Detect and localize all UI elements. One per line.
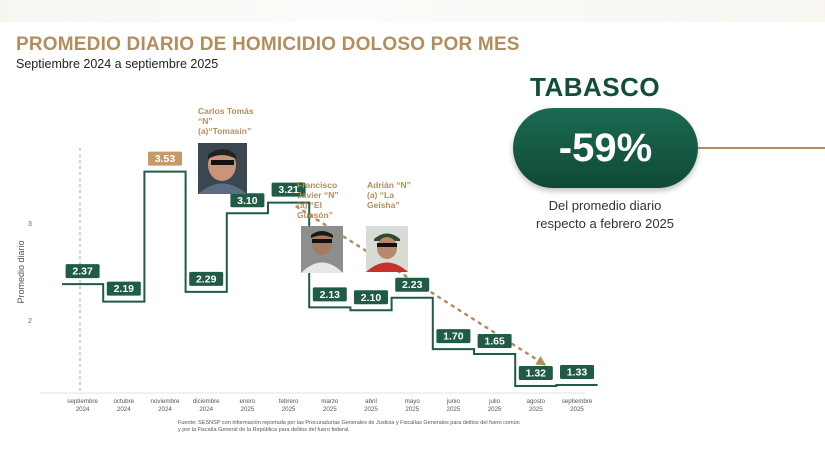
x-tick-label-month: octubre: [113, 398, 134, 405]
x-tick-label-year: 2024: [117, 406, 131, 413]
data-label: 3.21: [271, 182, 306, 197]
x-tick-label-month: agosto: [527, 398, 546, 405]
x-tick-label-year: 2024: [76, 406, 90, 413]
data-label-text: 2.23: [402, 279, 423, 291]
data-label-text: 1.70: [443, 331, 464, 343]
data-label: 1.70: [436, 329, 471, 344]
data-label: 2.19: [106, 281, 141, 296]
y-axis-label: Promedio diario: [16, 240, 26, 303]
data-label: 1.65: [477, 333, 512, 348]
y-tick-label: 3: [28, 221, 32, 228]
data-label-box: [477, 333, 512, 348]
data-label: 2.23: [395, 277, 430, 292]
data-label: 3.53: [148, 151, 182, 166]
chart-title: PROMEDIO DIARIO DE HOMICIDIO DOLOSO POR …: [16, 34, 520, 55]
x-tick-label-year: 2025: [241, 406, 255, 413]
data-label-box: [271, 182, 306, 197]
data-label-box: [436, 329, 471, 344]
x-tick-label-month: septiembre: [562, 398, 593, 405]
change-caption: Del promedio diario respecto a febrero 2…: [535, 198, 675, 231]
annotation-person-3: Adrián “N” (a) “La Geisha”: [367, 180, 411, 210]
x-tick-label-month: mayo: [405, 398, 421, 405]
data-label-text: 2.19: [114, 283, 135, 295]
x-tick-label-month: abril: [365, 398, 377, 405]
x-tick-label-year: 2025: [488, 406, 502, 413]
state-name: TABASCO: [530, 72, 661, 102]
x-tick-label-year: 2025: [447, 406, 461, 413]
data-label-text: 1.33: [567, 366, 588, 378]
data-label-text: 3.53: [155, 153, 176, 165]
data-label: 2.29: [189, 271, 224, 286]
data-label-box: [65, 264, 100, 279]
step-series-line: [62, 170, 598, 387]
data-label-box: [518, 365, 553, 380]
data-label-text: 2.10: [361, 292, 382, 304]
x-tick-label-month: enero: [239, 398, 255, 405]
x-tick-label-year: 2025: [282, 406, 296, 413]
data-label-text: 3.10: [237, 195, 258, 207]
x-tick-label-year: 2025: [364, 406, 378, 413]
x-tick-label-month: diciembre: [193, 398, 220, 405]
data-label-box: [148, 151, 182, 166]
data-label-text: 2.37: [72, 266, 93, 278]
x-tick-label-year: 2025: [405, 406, 419, 413]
person-2-photo: [301, 226, 343, 273]
person-3-photo: [366, 226, 408, 272]
data-label-text: 2.13: [320, 289, 341, 301]
data-label: 2.37: [65, 264, 100, 279]
x-tick-label-month: noviembre: [151, 398, 180, 405]
x-tick-label-month: febrero: [279, 398, 299, 405]
data-label-text: 2.29: [196, 273, 217, 285]
badge-connector: [698, 147, 825, 149]
data-label-box: [395, 277, 430, 292]
data-label-box: [189, 271, 224, 286]
data-label: 2.10: [354, 290, 388, 305]
x-tick-label-month: junio: [446, 398, 461, 405]
x-tick-label-year: 2025: [323, 406, 337, 413]
data-label-box: [560, 364, 594, 379]
source-footnote: Fuente: SESNSP con información reportada…: [178, 420, 520, 433]
data-label-box: [106, 281, 141, 296]
change-badge: -59%: [513, 108, 698, 188]
x-tick-label-month: septiembre: [67, 398, 98, 405]
x-tick-label-year: 2025: [529, 406, 543, 413]
data-label: 2.13: [312, 287, 347, 302]
header-band: [0, 0, 825, 22]
person-1-photo: [198, 143, 247, 194]
x-tick-label-month: julio: [488, 398, 501, 405]
data-label: 3.10: [230, 193, 265, 208]
data-label-box: [312, 287, 347, 302]
data-label-box: [354, 290, 388, 305]
y-tick-label: 2: [28, 318, 32, 325]
data-label: 1.32: [518, 365, 553, 380]
x-tick-label-month: marzo: [321, 398, 339, 405]
data-label-box: [230, 193, 265, 208]
annotation-person-1: Carlos Tomás “N” (a)“Tomasín”: [198, 106, 254, 136]
x-tick-label-year: 2025: [570, 406, 584, 413]
data-label-text: 1.65: [484, 335, 505, 347]
x-tick-label-year: 2024: [199, 406, 213, 413]
data-label-text: 3.21: [278, 184, 299, 196]
chart-subtitle: Septiembre 2024 a septiembre 2025: [16, 57, 219, 71]
x-tick-label-year: 2024: [158, 406, 172, 413]
annotation-person-2: Francisco Javier “N” (a) “El Guasón”: [297, 180, 339, 220]
data-label: 1.33: [560, 364, 594, 379]
data-label-text: 1.32: [526, 367, 547, 379]
